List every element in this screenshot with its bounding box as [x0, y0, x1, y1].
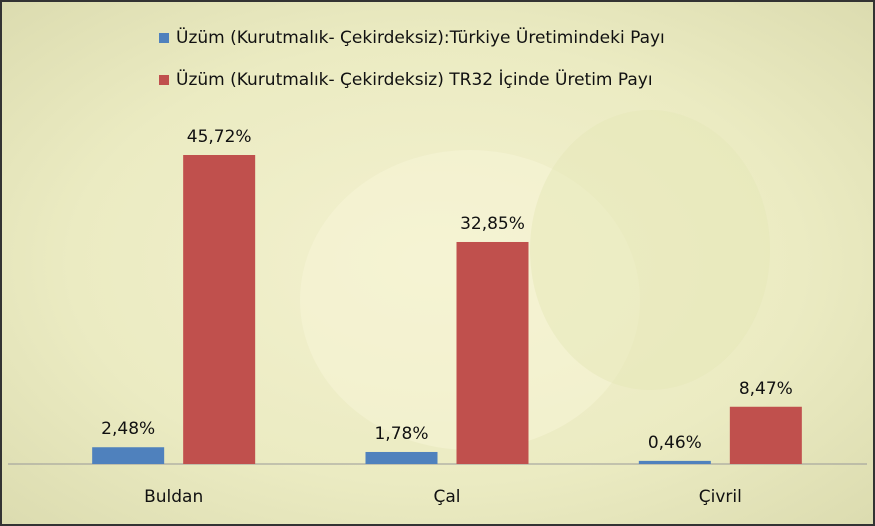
- data-label: 32,85%: [460, 214, 525, 234]
- x-tick-label: Buldan: [144, 487, 203, 507]
- bar: [92, 447, 164, 464]
- data-label: 8,47%: [739, 379, 793, 399]
- bar: [366, 452, 438, 464]
- page: Üzüm (Kurutmalık- Çekirdeksiz):Türkiye Ü…: [0, 0, 875, 526]
- data-label: 45,72%: [187, 127, 252, 147]
- bar: [639, 461, 711, 464]
- bar: [730, 407, 802, 464]
- legend-swatch: [159, 33, 169, 43]
- legend-swatch: [159, 75, 169, 85]
- x-tick-label: Çivril: [699, 487, 742, 507]
- legend-label: Üzüm (Kurutmalık- Çekirdeksiz):Türkiye Ü…: [176, 26, 665, 48]
- bar: [183, 155, 255, 464]
- bar: [457, 242, 529, 464]
- background-decoration: [530, 110, 770, 390]
- data-label: 0,46%: [648, 433, 702, 453]
- x-tick-label: Çal: [433, 487, 460, 507]
- chart: Üzüm (Kurutmalık- Çekirdeksiz):Türkiye Ü…: [0, 0, 875, 526]
- legend-label: Üzüm (Kurutmalık- Çekirdeksiz) TR32 İçin…: [176, 68, 653, 90]
- data-label: 1,78%: [374, 424, 428, 444]
- data-label: 2,48%: [101, 419, 155, 439]
